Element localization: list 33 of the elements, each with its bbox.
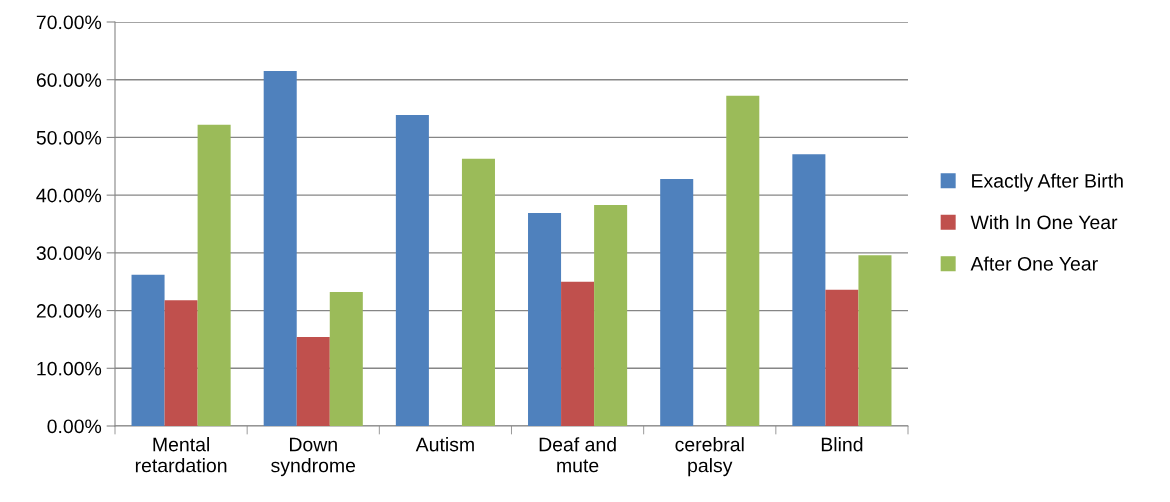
y-tick-label: 50.00% — [36, 130, 102, 145]
bar — [329, 292, 363, 426]
bar — [825, 289, 859, 426]
bar — [395, 114, 429, 426]
bar — [660, 178, 694, 426]
y-tick-label: 10.00% — [37, 361, 102, 376]
x-tick-label: Blind — [821, 437, 863, 452]
bar — [858, 255, 892, 426]
y-tick-label: 40.00% — [36, 188, 102, 203]
y-tick-label: 20.00% — [36, 304, 102, 318]
x-tick-label: cerebral palsy — [675, 437, 744, 477]
y-tick-label: 30.00% — [36, 246, 102, 261]
bar — [528, 213, 562, 426]
bar — [197, 124, 231, 426]
legend-label: After One Year — [970, 256, 1098, 271]
legend-label: Exactly After Birth — [972, 173, 1123, 192]
bar — [792, 154, 826, 426]
y-tick-label: 60.00% — [36, 73, 102, 87]
bar — [164, 300, 198, 426]
x-tick-label: Autism — [415, 437, 474, 452]
x-tick-label: Mental retardation — [135, 437, 227, 473]
y-tick-label: 70.00% — [36, 15, 102, 30]
y-tick-label: 0.00% — [47, 419, 102, 434]
bar — [296, 337, 330, 426]
bar — [594, 204, 628, 426]
bar — [561, 281, 595, 426]
x-tick-label: Down syndrome — [271, 437, 356, 477]
legend-label: With In One Year — [970, 214, 1118, 230]
bar — [263, 71, 297, 426]
x-tick-label: Deaf and mute — [539, 437, 616, 473]
bar — [726, 95, 760, 426]
bar — [461, 158, 495, 426]
bar — [131, 274, 165, 426]
